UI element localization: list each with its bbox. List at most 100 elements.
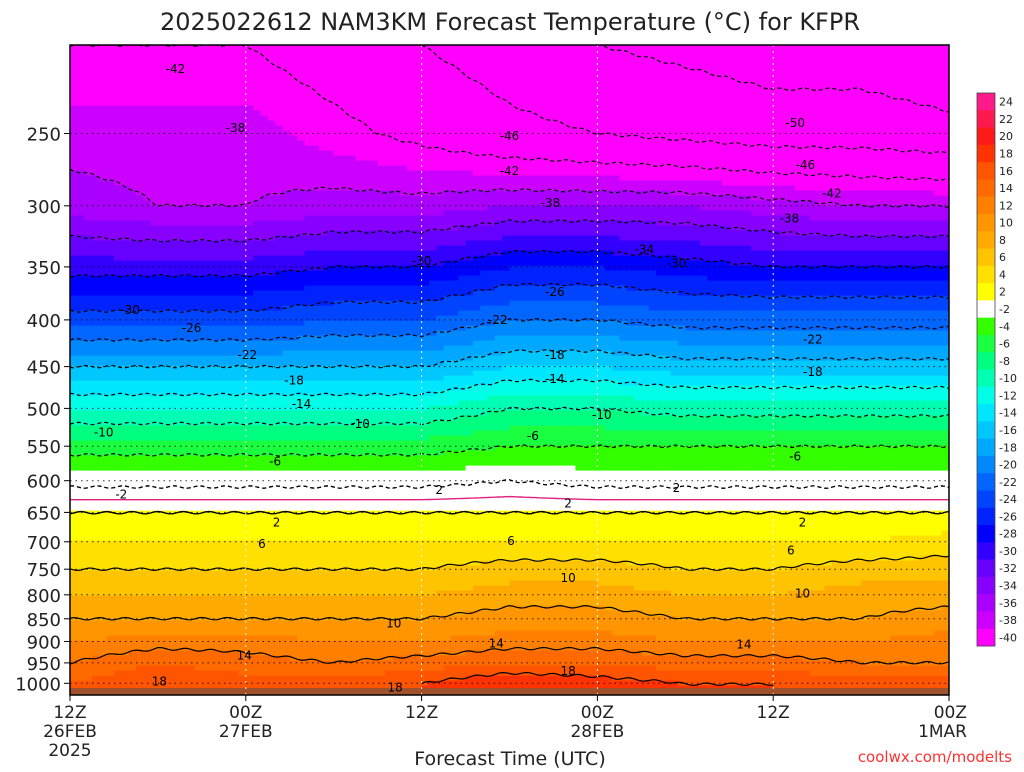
temperature-cell [406, 515, 415, 521]
temperature-cell [275, 655, 284, 661]
temperature-cell [531, 605, 540, 611]
temperature-cell [421, 605, 430, 611]
temperature-cell [341, 655, 349, 661]
temperature-cell [135, 535, 144, 541]
temperature-cell [363, 555, 371, 561]
temperature-cell [341, 585, 349, 591]
temperature-cell [883, 495, 891, 501]
temperature-cell [355, 555, 364, 561]
temperature-cell [780, 540, 789, 546]
temperature-cell [209, 515, 218, 521]
temperature-cell [421, 525, 430, 531]
temperature-cell [406, 605, 415, 611]
temperature-cell [780, 680, 789, 686]
temperature-cell [575, 495, 584, 501]
temperature-cell [414, 675, 423, 681]
temperature-cell [245, 685, 254, 691]
temperature-cell [414, 590, 423, 596]
temperature-cell [721, 580, 730, 586]
temperature-cell [846, 565, 855, 571]
temperature-cell [384, 500, 393, 506]
temperature-cell [231, 610, 240, 616]
temperature-cell [597, 595, 606, 601]
temperature-cell [809, 650, 818, 656]
temperature-cell [421, 645, 430, 651]
temperature-cell [677, 640, 686, 646]
temperature-cell [223, 585, 232, 591]
temperature-cell [319, 485, 327, 491]
temperature-cell [714, 490, 723, 496]
temperature-cell [729, 565, 738, 571]
temperature-cell [121, 590, 130, 596]
temperature-cell [809, 630, 818, 636]
temperature-cell [531, 530, 540, 536]
temperature-cell [377, 580, 386, 586]
temperature-cell [560, 630, 569, 636]
temperature-cell [311, 670, 320, 676]
temperature-cell [817, 540, 826, 546]
temperature-cell [897, 655, 906, 661]
temperature-cell [341, 545, 349, 551]
temperature-cell [546, 540, 555, 546]
temperature-cell [824, 575, 833, 581]
temperature-cell [443, 610, 452, 616]
temperature-cell [809, 550, 818, 556]
temperature-cell [516, 530, 525, 536]
temperature-cell [179, 575, 188, 581]
temperature-cell [677, 580, 686, 586]
temperature-cell [450, 535, 459, 541]
temperature-cell [787, 665, 796, 671]
temperature-cell [121, 530, 130, 536]
temperature-cell [538, 500, 547, 506]
temperature-cell [289, 680, 298, 686]
temperature-cell [487, 665, 496, 671]
temperature-cell [839, 580, 848, 586]
temperature-cell [780, 620, 789, 626]
temperature-cell [113, 640, 122, 646]
temperature-cell [736, 630, 745, 636]
temperature-cell [824, 665, 833, 671]
temperature-cell [773, 535, 782, 541]
temperature-cell [341, 520, 349, 526]
temperature-cell [370, 685, 379, 691]
temperature-cell [143, 540, 152, 546]
temperature-cell [238, 500, 247, 506]
temperature-cell [839, 640, 848, 646]
temperature-cell [150, 600, 159, 606]
temperature-cell [656, 595, 664, 601]
temperature-cell [150, 535, 159, 541]
temperature-cell [172, 485, 181, 491]
temperature-cell [656, 585, 664, 591]
temperature-cell [260, 675, 269, 681]
temperature-cell [831, 610, 840, 616]
temperature-cell [861, 585, 870, 591]
temperature-cell [912, 670, 921, 676]
temperature-cell [99, 655, 108, 661]
temperature-cell [480, 610, 489, 616]
temperature-cell [443, 555, 452, 561]
temperature-cell [128, 675, 137, 681]
temperature-cell [729, 530, 738, 536]
temperature-cell [524, 570, 533, 576]
temperature-cell [99, 650, 108, 656]
temperature-cell [106, 535, 115, 541]
temperature-cell [326, 515, 335, 521]
temperature-cell [817, 675, 826, 681]
temperature-cell [531, 660, 540, 666]
temperature-cell [575, 515, 584, 521]
temperature-cell [721, 685, 730, 691]
temperature-cell [99, 585, 108, 591]
temperature-cell [157, 550, 166, 556]
temperature-cell [634, 525, 642, 531]
temperature-cell [575, 585, 584, 591]
temperature-cell [436, 510, 445, 516]
temperature-cell [934, 675, 943, 681]
temperature-cell [831, 580, 840, 586]
temperature-cell [663, 575, 672, 581]
temperature-cell [780, 675, 789, 681]
temperature-cell [524, 635, 533, 641]
temperature-cell [890, 680, 899, 686]
temperature-cell [817, 620, 826, 626]
temperature-cell [626, 595, 635, 601]
temperature-cell [260, 640, 269, 646]
